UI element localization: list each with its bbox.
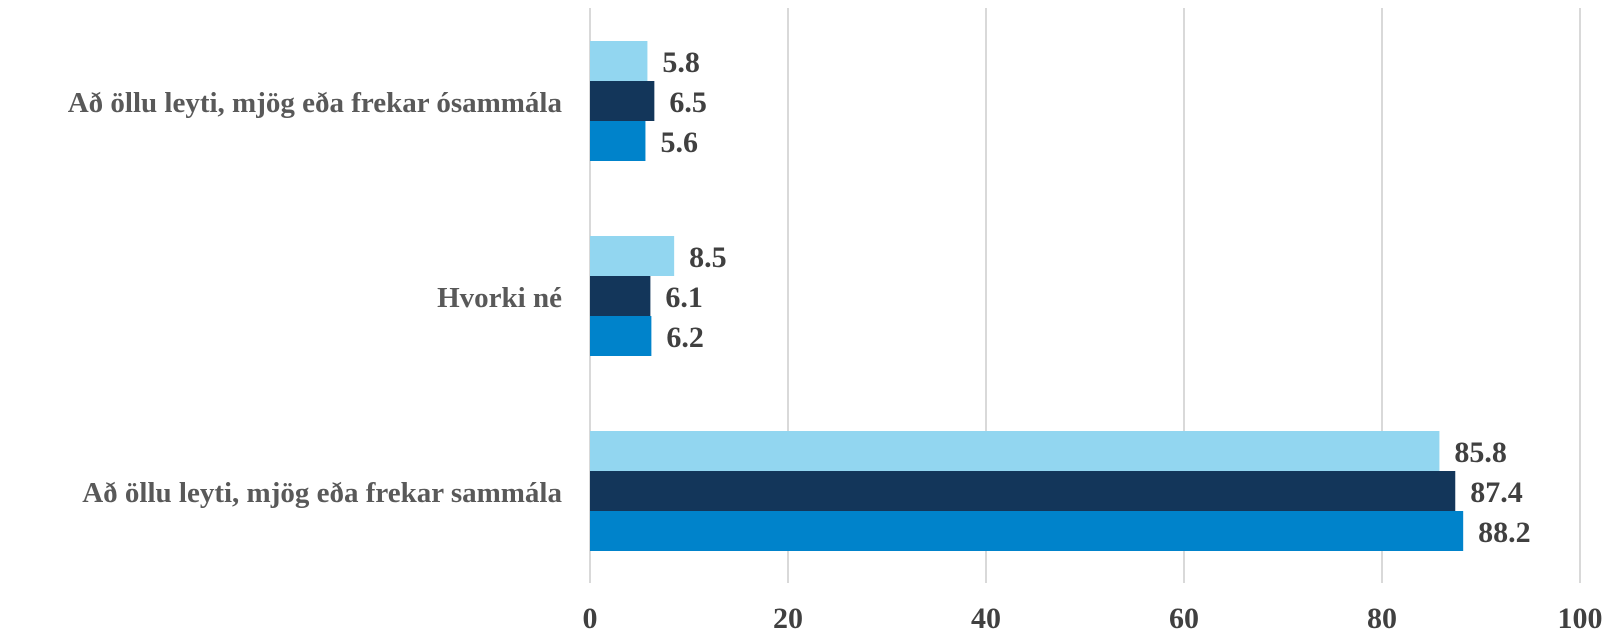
- bar-series-2-category-1: [590, 81, 655, 121]
- data-label-series-1-category-3: 85.8: [1454, 436, 1507, 469]
- bar-series-2-category-2: [590, 276, 651, 316]
- data-label-series-1-category-2: 8.5: [689, 241, 727, 274]
- bar-series-1-category-3: [590, 431, 1440, 471]
- bar-series-1-category-1: [590, 41, 648, 81]
- x-tick-label-80: 80: [1367, 602, 1397, 635]
- x-tick-label-20: 20: [773, 602, 803, 635]
- data-label-series-1-category-1: 5.8: [662, 46, 700, 79]
- data-label-series-2-category-2: 6.1: [665, 281, 703, 314]
- bar-series-3-category-3: [590, 511, 1464, 551]
- data-label-series-3-category-2: 6.2: [666, 321, 704, 354]
- bar-series-3-category-1: [590, 121, 646, 161]
- category-label-2: Hvorki né: [437, 282, 562, 314]
- category-label-1: Að öllu leyti, mjög eða frekar ósammála: [68, 87, 563, 119]
- x-tick-label-0: 0: [583, 602, 598, 635]
- data-label-series-2-category-1: 6.5: [669, 86, 707, 119]
- data-label-series-2-category-3: 87.4: [1470, 476, 1523, 509]
- bar-series-3-category-2: [590, 316, 652, 356]
- bars-layer: [590, 41, 1464, 551]
- labels-layer: 5.8 8.5 85.8 6.5 6.1 87.4 5.6 6.2 88.2: [660, 46, 1530, 549]
- x-tick-label-100: 100: [1558, 602, 1603, 635]
- axis-layer: 0 20 40 60 80 100 Að öllu leyti, mjög eða frek…: [68, 87, 1603, 635]
- bar-series-1-category-2: [590, 236, 675, 276]
- data-label-series-3-category-3: 88.2: [1478, 516, 1531, 549]
- data-label-series-3-category-1: 5.6: [660, 126, 698, 159]
- bar-series-2-category-3: [590, 471, 1456, 511]
- x-tick-label-60: 60: [1169, 602, 1199, 635]
- category-label-3: Að öllu leyti, mjög eða frekar sammála: [82, 477, 562, 509]
- x-tick-label-40: 40: [971, 602, 1001, 635]
